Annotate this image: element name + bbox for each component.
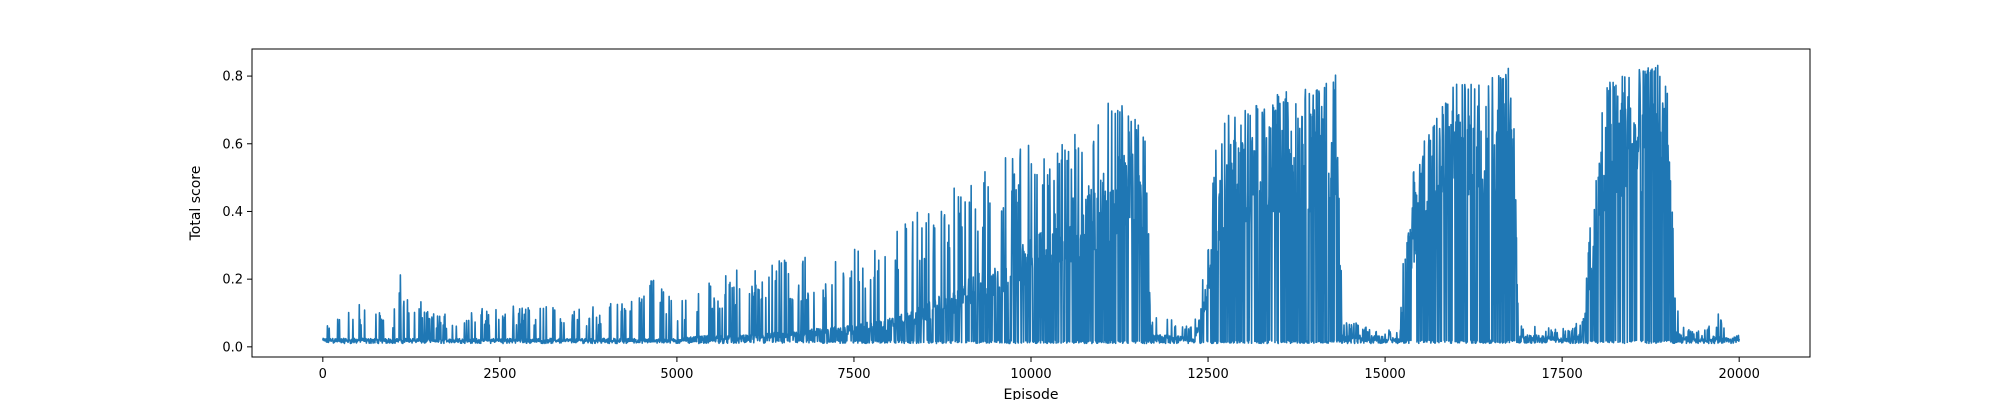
y-tick-label: 0.6	[222, 137, 243, 152]
x-tick-label: 5000	[660, 367, 693, 382]
score-series	[322, 64, 1740, 345]
x-tick-label: 17500	[1541, 367, 1582, 382]
y-tick-label: 0.4	[222, 205, 243, 220]
y-tick-label: 0.2	[222, 273, 243, 288]
y-tick-label: 0.8	[222, 70, 243, 85]
y-axis-label: Total score	[188, 166, 204, 242]
x-axis-label: Episode	[1004, 387, 1059, 400]
x-tick-label: 2500	[483, 367, 516, 382]
y-tick-label: 0.0	[222, 340, 243, 355]
x-tick-label: 0	[319, 367, 327, 382]
score-line	[322, 64, 1740, 345]
x-tick-label: 10000	[1010, 367, 1051, 382]
x-tick-label: 7500	[837, 367, 870, 382]
x-tick-label: 20000	[1719, 367, 1760, 382]
x-axis: 0 2500 5000 7500 10000 12500 15000 17500 20000	[319, 357, 1760, 382]
y-axis: 0.0 0.2 0.4 0.6 0.8	[222, 70, 252, 355]
x-tick-label: 15000	[1364, 367, 1405, 382]
x-tick-label: 12500	[1187, 367, 1228, 382]
